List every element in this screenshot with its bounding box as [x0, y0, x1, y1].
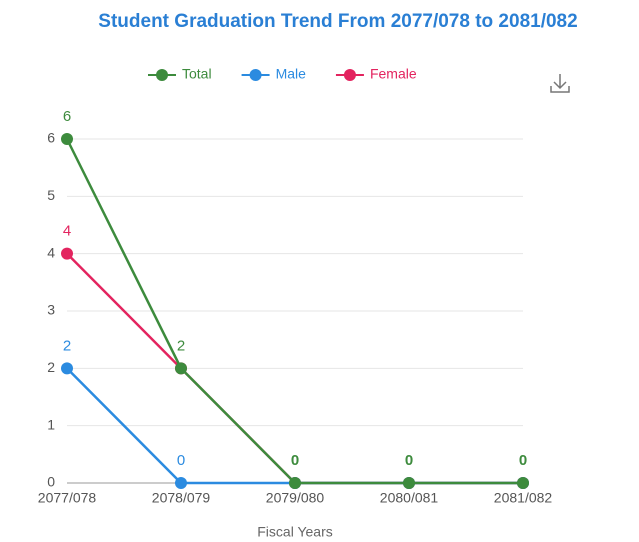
legend-item[interactable]: Female: [335, 66, 417, 82]
y-tick-label: 3: [47, 302, 55, 318]
x-axis-label: Fiscal Years: [257, 524, 332, 540]
legend-label: Male: [276, 66, 307, 82]
y-tick-label: 0: [47, 474, 55, 490]
data-point: [61, 247, 73, 260]
data-point: [61, 133, 73, 145]
y-tick-label: 6: [47, 130, 55, 146]
data-point: [175, 362, 187, 375]
x-tick-label: 2080/081: [380, 490, 439, 506]
data-point: [403, 477, 415, 489]
x-tick-label: 2077/078: [38, 490, 97, 506]
data-label: 0: [177, 452, 185, 469]
legend-item[interactable]: Total: [148, 66, 212, 82]
legend-marker: [343, 69, 356, 81]
legend-label: Total: [182, 66, 212, 82]
legend-item[interactable]: Male: [241, 66, 307, 82]
legend-marker: [156, 69, 168, 81]
legend-label: Female: [370, 66, 417, 82]
data-point: [61, 362, 73, 375]
chart-title: Student Graduation Trend From 2077/078 t…: [98, 11, 577, 32]
y-tick-label: 2: [47, 359, 55, 375]
data-point: [517, 477, 529, 489]
download-icon[interactable]: [550, 74, 570, 93]
data-label: 4: [63, 223, 71, 240]
x-tick-label: 2081/082: [494, 490, 553, 506]
legend-marker: [249, 69, 262, 81]
y-tick-label: 5: [47, 187, 55, 203]
data-label: 0: [291, 452, 299, 469]
x-tick-label: 2078/079: [152, 490, 211, 506]
data-label: 2: [63, 337, 71, 354]
y-tick-label: 1: [47, 416, 55, 432]
x-tick-label: 2079/080: [266, 490, 325, 506]
data-label: 0: [405, 452, 413, 469]
data-label: 6: [63, 108, 71, 125]
data-point: [175, 477, 187, 489]
data-label: 2: [177, 337, 185, 354]
data-label: 0: [519, 452, 527, 469]
y-tick-label: 4: [47, 244, 55, 260]
data-point: [289, 477, 301, 489]
